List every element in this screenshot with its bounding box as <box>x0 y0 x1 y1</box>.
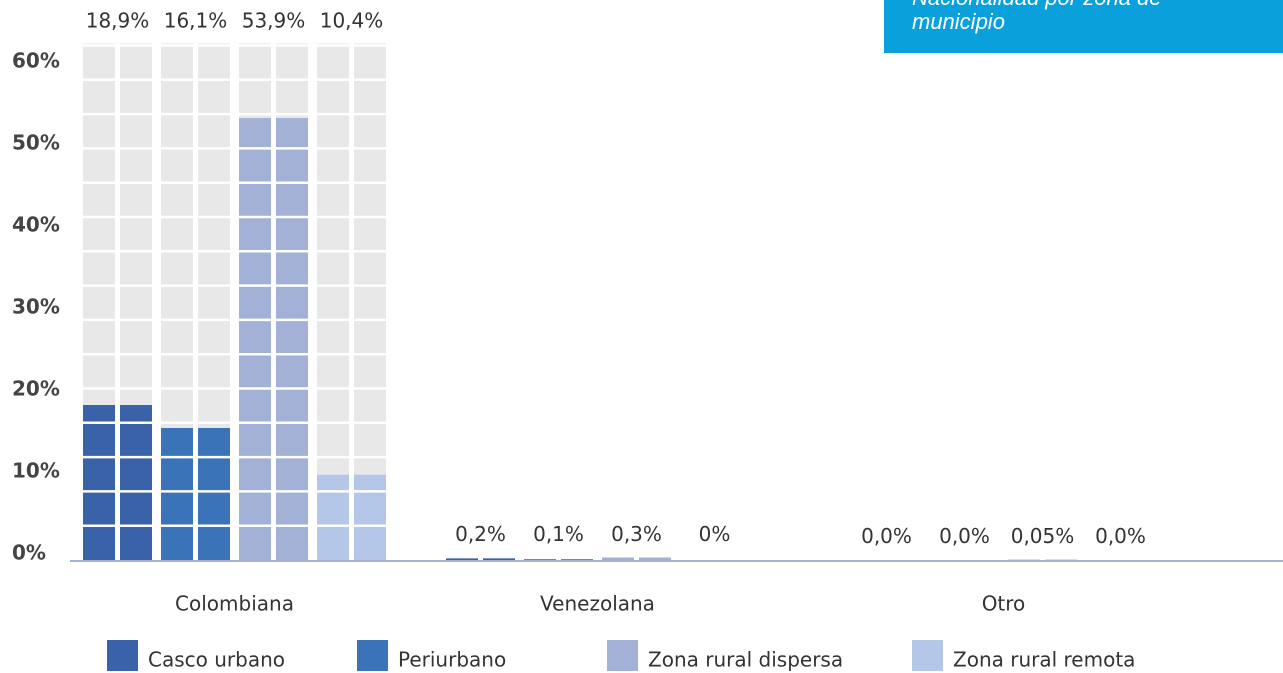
legend-swatch <box>912 640 943 671</box>
legend-label: Zona rural dispersa <box>648 648 843 672</box>
value-label: 10,4% <box>320 9 384 33</box>
legend-swatch <box>107 640 138 671</box>
value-label: 0,0% <box>861 524 912 548</box>
value-label: 0,1% <box>533 522 584 546</box>
y-tick-label: 10% <box>12 459 60 483</box>
chart-title: Nacionalidad por zona de municipio <box>912 0 1162 34</box>
legend-swatch <box>357 640 388 671</box>
y-tick-label: 0% <box>12 541 46 565</box>
y-tick-label: 30% <box>12 295 60 319</box>
y-tick-label: 60% <box>12 49 60 73</box>
value-label: 53,9% <box>242 9 306 33</box>
legend-label: Casco urbano <box>148 648 285 672</box>
x-tick-label: Otro <box>982 592 1026 616</box>
legend-label: Periurbano <box>398 648 506 672</box>
y-tick-label: 50% <box>12 131 60 155</box>
value-label: 0% <box>699 522 731 546</box>
title-box: Nacionalidad por zona de municipio <box>884 0 1283 53</box>
legend-label: Zona rural remota <box>953 648 1135 672</box>
y-tick-label: 40% <box>12 213 60 237</box>
value-label: 0,05% <box>1011 524 1075 548</box>
y-tick-label: 20% <box>12 377 60 401</box>
value-label: 0,3% <box>611 522 662 546</box>
x-tick-label: Colombiana <box>175 592 294 616</box>
legend-swatch <box>607 640 638 671</box>
value-label: 16,1% <box>164 9 228 33</box>
value-label: 0,0% <box>939 524 990 548</box>
x-tick-label: Venezolana <box>540 592 655 616</box>
value-label: 0,0% <box>1095 524 1146 548</box>
value-label: 0,2% <box>455 522 506 546</box>
value-label: 18,9% <box>86 9 150 33</box>
